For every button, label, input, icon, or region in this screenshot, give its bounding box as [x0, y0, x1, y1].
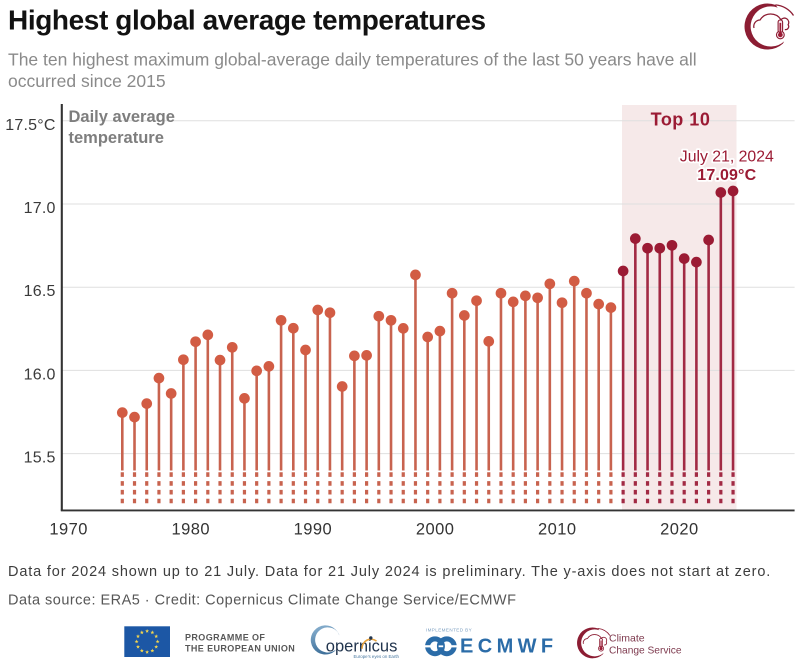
svg-text:17.0: 17.0 [24, 200, 56, 217]
svg-text:PROGRAMME OF: PROGRAMME OF [185, 633, 265, 643]
svg-text:Daily average: Daily average [69, 108, 175, 126]
svg-text:16.0: 16.0 [24, 366, 56, 383]
svg-text:17.5°C: 17.5°C [5, 117, 55, 134]
svg-text:1980: 1980 [172, 521, 211, 539]
svg-text:2000: 2000 [416, 521, 455, 539]
svg-text:1970: 1970 [49, 521, 88, 539]
svg-text:occurred since 2015: occurred since 2015 [8, 71, 166, 91]
svg-text:Climate: Climate [609, 633, 645, 645]
svg-text:17.09°C: 17.09°C [697, 167, 756, 184]
svg-text:2020: 2020 [660, 521, 699, 539]
svg-text:Data source: ERA5 · Credit: Co: Data source: ERA5 · Credit: Copernicus C… [8, 593, 516, 609]
svg-text:ECMWF: ECMWF [460, 635, 558, 657]
svg-text:July 21, 2024: July 21, 2024 [680, 149, 774, 166]
svg-text:Change Service: Change Service [609, 646, 682, 657]
svg-text:The ten highest maximum global: The ten highest maximum global-average d… [8, 50, 697, 70]
svg-text:Data for 2024 shown up to 21 J: Data for 2024 shown up to 21 July. Data … [8, 564, 771, 580]
svg-text:IMPLEMENTED BY: IMPLEMENTED BY [426, 628, 472, 633]
svg-text:temperature: temperature [69, 129, 164, 147]
svg-text:1990: 1990 [294, 521, 333, 539]
svg-text:2010: 2010 [538, 521, 577, 539]
svg-text:16.5: 16.5 [24, 283, 56, 300]
svg-text:15.5: 15.5 [24, 450, 56, 467]
svg-text:Top 10: Top 10 [651, 109, 711, 129]
svg-text:Europe’s eyes on Earth: Europe’s eyes on Earth [353, 654, 399, 659]
svg-text:Highest global average tempera: Highest global average temperatures [8, 5, 486, 36]
svg-text:THE EUROPEAN UNION: THE EUROPEAN UNION [185, 644, 295, 654]
